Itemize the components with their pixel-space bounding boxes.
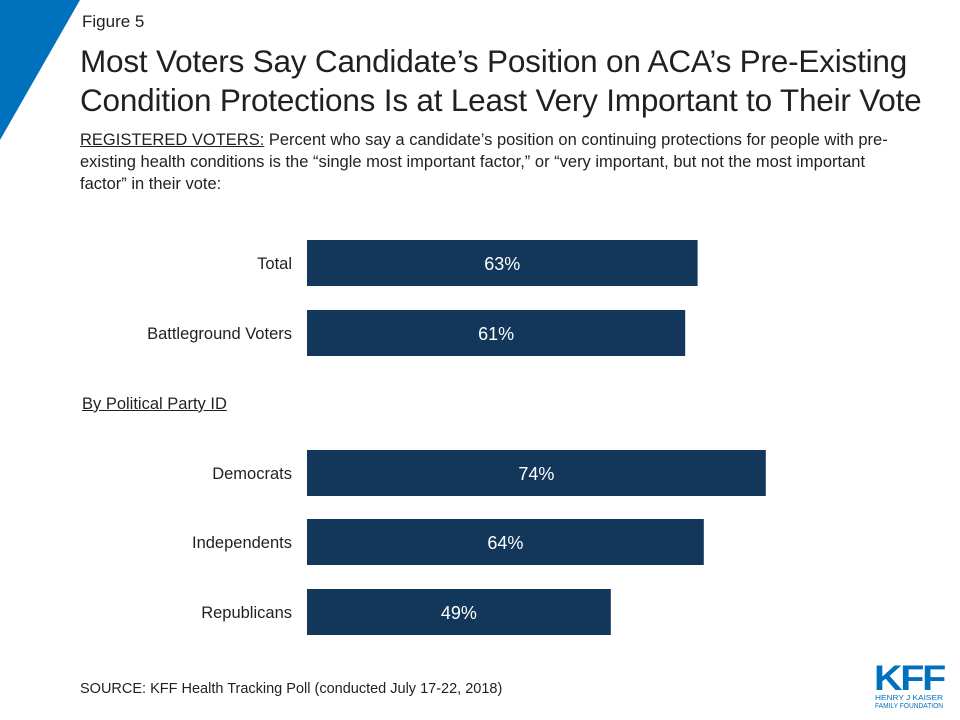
category-label: Battleground Voters: [147, 325, 292, 343]
category-label: Democrats: [212, 465, 292, 483]
subtitle-lead: REGISTERED VOTERS:: [80, 131, 265, 149]
group-heading-party: By Political Party ID: [82, 395, 227, 413]
svg-text:HENRY J KAISER: HENRY J KAISER: [875, 695, 943, 702]
corner-accent: [0, 0, 80, 140]
svg-text:KFF: KFF: [874, 660, 946, 698]
bar-total: [307, 240, 698, 286]
data-label: 63%: [484, 254, 520, 274]
bar-democrats: [307, 450, 766, 496]
data-label: 49%: [441, 603, 477, 623]
svg-text:FAMILY FOUNDATION: FAMILY FOUNDATION: [875, 703, 943, 710]
category-label: Independents: [192, 534, 292, 552]
chart-subtitle: REGISTERED VOTERS: Percent who say a can…: [80, 129, 900, 195]
kff-logo: KFF HENRY J KAISER FAMILY FOUNDATION: [874, 660, 946, 710]
subtitle-text: Percent who say a candidate’s position o…: [80, 131, 888, 193]
figure-label: Figure 5: [82, 12, 145, 31]
category-label: Republicans: [201, 604, 292, 622]
bar-battleground-voters: [307, 310, 686, 356]
bar-independents: [307, 519, 704, 565]
data-label: 61%: [478, 324, 514, 344]
bar-republicans: [307, 589, 611, 635]
data-label: 74%: [518, 464, 554, 484]
data-label: 64%: [487, 533, 523, 553]
chart-title: Most Voters Say Candidate’s Position on …: [80, 43, 922, 118]
category-label: Total: [257, 255, 292, 273]
source-note: SOURCE: KFF Health Tracking Poll (conduc…: [80, 681, 503, 697]
